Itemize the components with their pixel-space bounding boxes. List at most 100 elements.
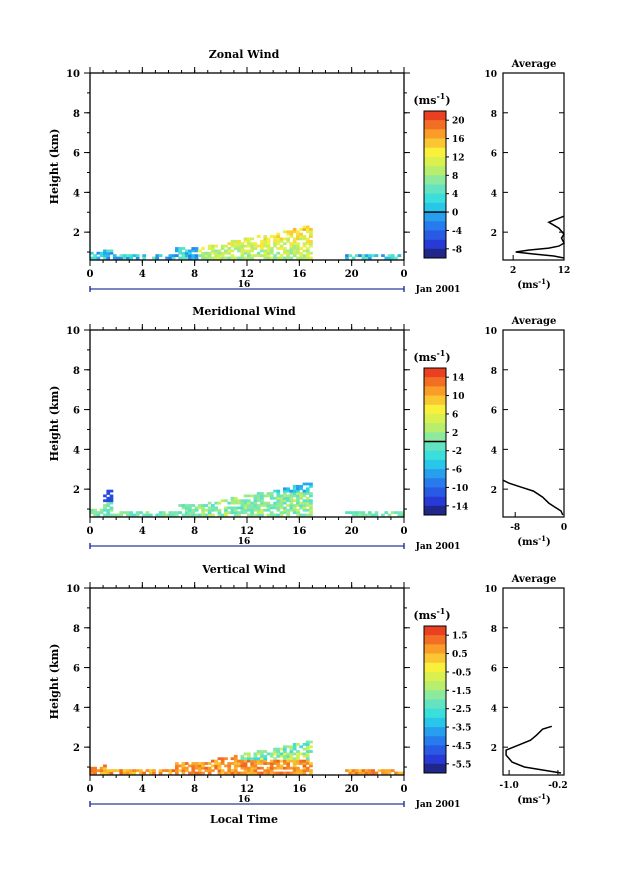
heatmap-cell bbox=[152, 771, 156, 775]
heatmap-cell bbox=[197, 771, 202, 775]
heatmap-cell bbox=[368, 513, 372, 517]
heatmap-cell bbox=[109, 771, 114, 775]
heatmap-cell bbox=[305, 492, 310, 495]
heatmap-cell bbox=[106, 504, 111, 507]
heatmap-cell bbox=[220, 251, 225, 255]
heatmap-cell bbox=[247, 242, 251, 246]
heatmap-cell bbox=[286, 232, 290, 236]
heatmap-cell bbox=[302, 242, 307, 246]
heatmap-cell bbox=[289, 506, 294, 510]
heatmap-cell bbox=[243, 506, 248, 510]
y-tick-label: 2 bbox=[73, 743, 80, 754]
heatmap-cell bbox=[230, 242, 235, 246]
heatmap-cell bbox=[276, 501, 281, 505]
heatmap-cell bbox=[299, 494, 303, 498]
heatmap-cell bbox=[283, 745, 287, 749]
heatmap-cell bbox=[181, 771, 186, 775]
average-y-tick-label: 2 bbox=[491, 229, 497, 239]
heatmap-cell bbox=[302, 764, 307, 768]
heatmap-cell bbox=[184, 251, 189, 255]
heatmap-cell bbox=[171, 511, 176, 514]
heatmap-cell bbox=[269, 762, 274, 765]
colorbar-tick-label: -1.5 bbox=[452, 687, 471, 697]
heatmap-cell bbox=[283, 251, 287, 255]
heatmap-cell bbox=[129, 771, 133, 775]
heatmap-cell bbox=[289, 771, 294, 775]
heatmap-cell bbox=[230, 769, 235, 772]
heatmap-cell bbox=[224, 506, 228, 510]
colorbar-swatch bbox=[424, 129, 446, 139]
heatmap-cell bbox=[305, 487, 310, 491]
heatmap-cell bbox=[250, 247, 254, 250]
heatmap-cells bbox=[90, 482, 405, 517]
heatmap-cell bbox=[299, 232, 303, 236]
heatmap-cell bbox=[296, 496, 300, 500]
heatmap-cell bbox=[260, 511, 264, 514]
heatmap-cell bbox=[292, 251, 297, 255]
heatmap-cell bbox=[201, 254, 205, 257]
average-x-label: (ms-1) bbox=[517, 534, 550, 548]
heatmap-cell bbox=[263, 757, 268, 761]
x-tick-label: 8 bbox=[191, 784, 198, 795]
day-label: 16 bbox=[238, 795, 251, 805]
colorbar-swatch bbox=[424, 239, 446, 250]
colorbar-swatch bbox=[424, 377, 446, 387]
heatmap-cell bbox=[296, 489, 300, 493]
heatmap-cell bbox=[247, 499, 251, 503]
heatmap-cell bbox=[276, 766, 281, 770]
date-label: Jan 2001 bbox=[415, 285, 461, 295]
heatmap-cell bbox=[197, 764, 202, 768]
heatmap-cell bbox=[220, 244, 225, 248]
heatmap-cell bbox=[93, 511, 97, 514]
heatmap-cell bbox=[240, 764, 245, 768]
heatmap-cell bbox=[237, 239, 241, 243]
heatmap-cell bbox=[305, 251, 310, 255]
heatmap-cell bbox=[132, 513, 137, 517]
heatmap-cell bbox=[263, 494, 268, 498]
heatmap-cells bbox=[90, 225, 402, 260]
heatmap-cell bbox=[286, 762, 290, 765]
heatmap-cell bbox=[283, 237, 287, 241]
heatmap-cell bbox=[292, 762, 297, 765]
average-x-label-base: (ms bbox=[517, 795, 538, 806]
heatmap-cell bbox=[207, 511, 212, 514]
heatmap-cell bbox=[93, 508, 97, 512]
heatmap-cell bbox=[207, 771, 212, 775]
heatmap-cell bbox=[299, 759, 303, 763]
average-y-tick-label: 6 bbox=[491, 407, 497, 417]
heatmap-cell bbox=[296, 499, 300, 503]
heatmap-cell bbox=[302, 769, 307, 772]
average-frame bbox=[502, 329, 565, 518]
heatmap-cell bbox=[279, 504, 284, 507]
heatmap-cell bbox=[292, 752, 297, 756]
colorbar-swatch bbox=[424, 469, 446, 479]
heatmap-cell bbox=[247, 771, 251, 775]
heatmap-cell bbox=[201, 513, 205, 517]
heatmap-cell bbox=[309, 771, 313, 775]
average-y-tick-label: 2 bbox=[491, 744, 497, 754]
colorbar-tick-label: 2 bbox=[452, 429, 458, 439]
heatmap-cell bbox=[302, 244, 307, 248]
x-tick-label: 0 bbox=[87, 784, 94, 795]
heatmap-cell bbox=[302, 489, 307, 493]
heatmap-cell bbox=[286, 237, 290, 241]
heatmap-cell bbox=[381, 513, 385, 517]
heatmap-cell bbox=[175, 254, 179, 257]
heatmap-cell bbox=[266, 256, 271, 260]
heatmap-cell bbox=[279, 752, 284, 756]
heatmap-cell bbox=[309, 239, 313, 243]
heatmap-cell bbox=[197, 506, 202, 510]
heatmap-cell bbox=[109, 499, 114, 503]
heatmap-cell bbox=[106, 499, 111, 503]
heatmap-cell bbox=[181, 769, 186, 772]
heatmap-cell bbox=[240, 242, 245, 246]
heatmap-cell bbox=[240, 511, 245, 514]
heatmap-cell bbox=[253, 504, 258, 507]
heatmap-cell bbox=[286, 494, 290, 498]
colorbar-frame bbox=[423, 110, 447, 259]
heatmap-cell bbox=[103, 508, 107, 512]
heatmap-cell bbox=[247, 254, 251, 257]
heatmap-cell bbox=[217, 513, 222, 517]
heatmap-cell bbox=[305, 740, 310, 744]
heatmap-cell bbox=[273, 235, 277, 238]
